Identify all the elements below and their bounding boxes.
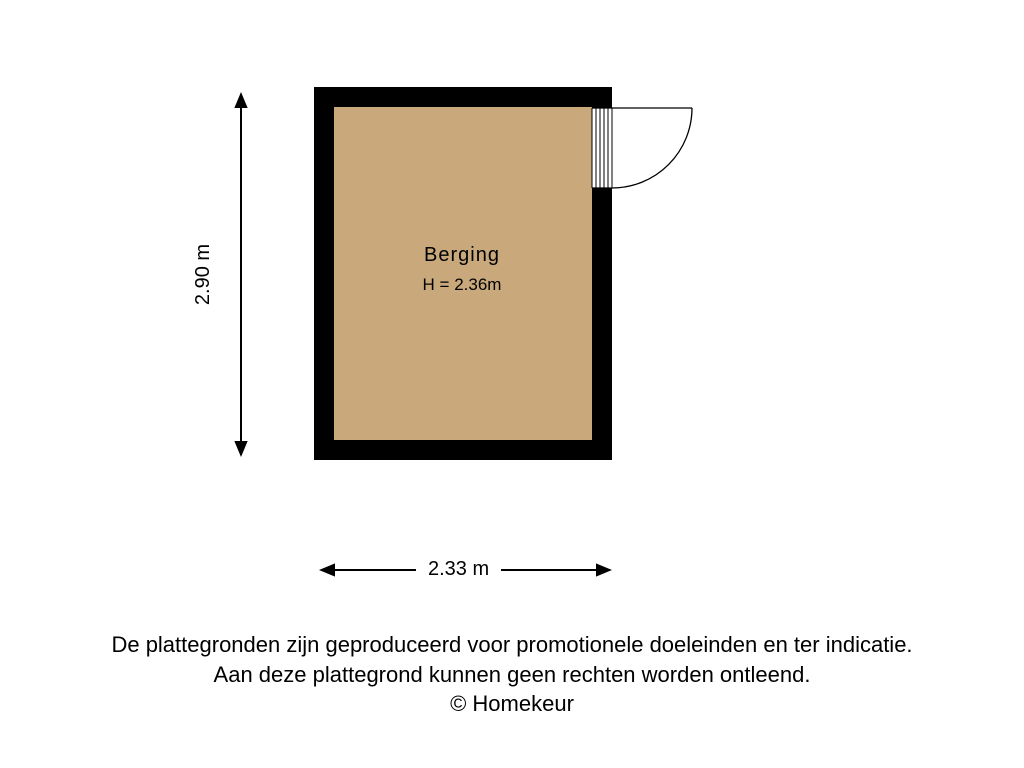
disclaimer-line3: © Homekeur — [450, 691, 574, 716]
floorplan-canvas: 2.90 m 2.33 m Berging H = 2.36m De platt… — [0, 0, 1024, 768]
dimension-horizontal-label: 2.33 m — [416, 558, 501, 581]
disclaimer-line1: De plattegronden zijn geproduceerd voor … — [111, 632, 912, 657]
room-height-label: H = 2.36m — [362, 275, 562, 295]
disclaimer-text: De plattegronden zijn geproduceerd voor … — [0, 630, 1024, 719]
dimension-vertical-label: 2.90 m — [192, 244, 215, 305]
room-name: Berging — [362, 244, 562, 267]
disclaimer-line2: Aan deze plattegrond kunnen geen rechten… — [214, 662, 811, 687]
